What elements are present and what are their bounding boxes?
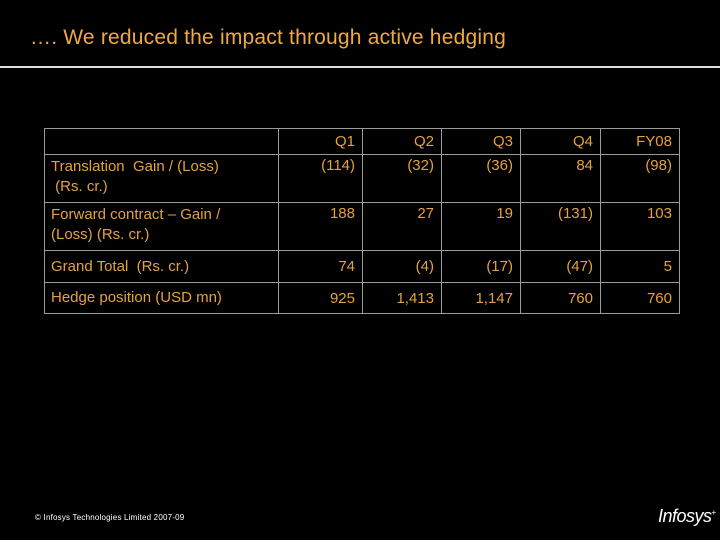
row-label-line1: Translation Gain / (Loss) bbox=[51, 158, 219, 175]
row-label: Grand Total (Rs. cr.) bbox=[44, 250, 279, 283]
row-label: Hedge position (USD mn) bbox=[44, 282, 279, 314]
cell-value: (47) bbox=[520, 250, 601, 283]
row-label: Translation Gain / (Loss) (Rs. cr.) bbox=[44, 154, 279, 203]
cell-value: 188 bbox=[278, 202, 363, 251]
column-header-empty bbox=[44, 128, 279, 155]
column-header-q1: Q1 bbox=[278, 128, 363, 155]
cell-value: 1,413 bbox=[362, 282, 442, 314]
table-row-translation: Translation Gain / (Loss) (Rs. cr.) (114… bbox=[44, 154, 680, 203]
title-divider bbox=[0, 66, 720, 68]
cell-value: (17) bbox=[441, 250, 521, 283]
cell-value: (114) bbox=[278, 154, 363, 203]
cell-value: 74 bbox=[278, 250, 363, 283]
column-header-q2: Q2 bbox=[362, 128, 442, 155]
table-row-forward-contract: Forward contract – Gain / (Loss) (Rs. cr… bbox=[44, 202, 680, 251]
infosys-logo: Infosys+ bbox=[658, 506, 716, 527]
table-row-grand-total: Grand Total (Rs. cr.) 74 (4) (17) (47) 5 bbox=[44, 250, 680, 283]
cell-value: (32) bbox=[362, 154, 442, 203]
row-label-line1: Grand Total (Rs. cr.) bbox=[51, 257, 190, 275]
row-label-line2: (Loss) (Rs. cr.) bbox=[51, 225, 150, 243]
copyright-text: © Infosys Technologies Limited 2007-09 bbox=[35, 513, 185, 522]
infosys-logo-text: Infosys bbox=[658, 506, 712, 526]
page-title: …. We reduced the impact through active … bbox=[30, 26, 506, 49]
row-label-line1: Hedge position (USD mn) bbox=[51, 289, 222, 307]
table-row-hedge-position: Hedge position (USD mn) 925 1,413 1,147 … bbox=[44, 282, 680, 314]
column-header-q3: Q3 bbox=[441, 128, 521, 155]
cell-value: (36) bbox=[441, 154, 521, 203]
cell-value: 103 bbox=[600, 202, 680, 251]
cell-value: (98) bbox=[600, 154, 680, 203]
cell-value: 760 bbox=[600, 282, 680, 314]
cell-value: 19 bbox=[441, 202, 521, 251]
row-label-line1: Forward contract – Gain / bbox=[51, 206, 221, 223]
column-header-q4: Q4 bbox=[520, 128, 601, 155]
cell-value: (131) bbox=[520, 202, 601, 251]
cell-value: 925 bbox=[278, 282, 363, 314]
cell-value: 760 bbox=[520, 282, 601, 314]
row-label-line2: (Rs. cr.) bbox=[51, 177, 108, 195]
cell-value: 5 bbox=[600, 250, 680, 283]
cell-value: 1,147 bbox=[441, 282, 521, 314]
cell-value: 27 bbox=[362, 202, 442, 251]
column-header-fy08: FY08 bbox=[600, 128, 680, 155]
hedging-results-table: Q1 Q2 Q3 Q4 FY08 Translation Gain / (Los… bbox=[44, 128, 680, 314]
row-label: Forward contract – Gain / (Loss) (Rs. cr… bbox=[44, 202, 279, 251]
table-header-row: Q1 Q2 Q3 Q4 FY08 bbox=[44, 128, 680, 155]
cell-value: (4) bbox=[362, 250, 442, 283]
infosys-logo-trademark: + bbox=[711, 508, 717, 517]
cell-value: 84 bbox=[520, 154, 601, 203]
